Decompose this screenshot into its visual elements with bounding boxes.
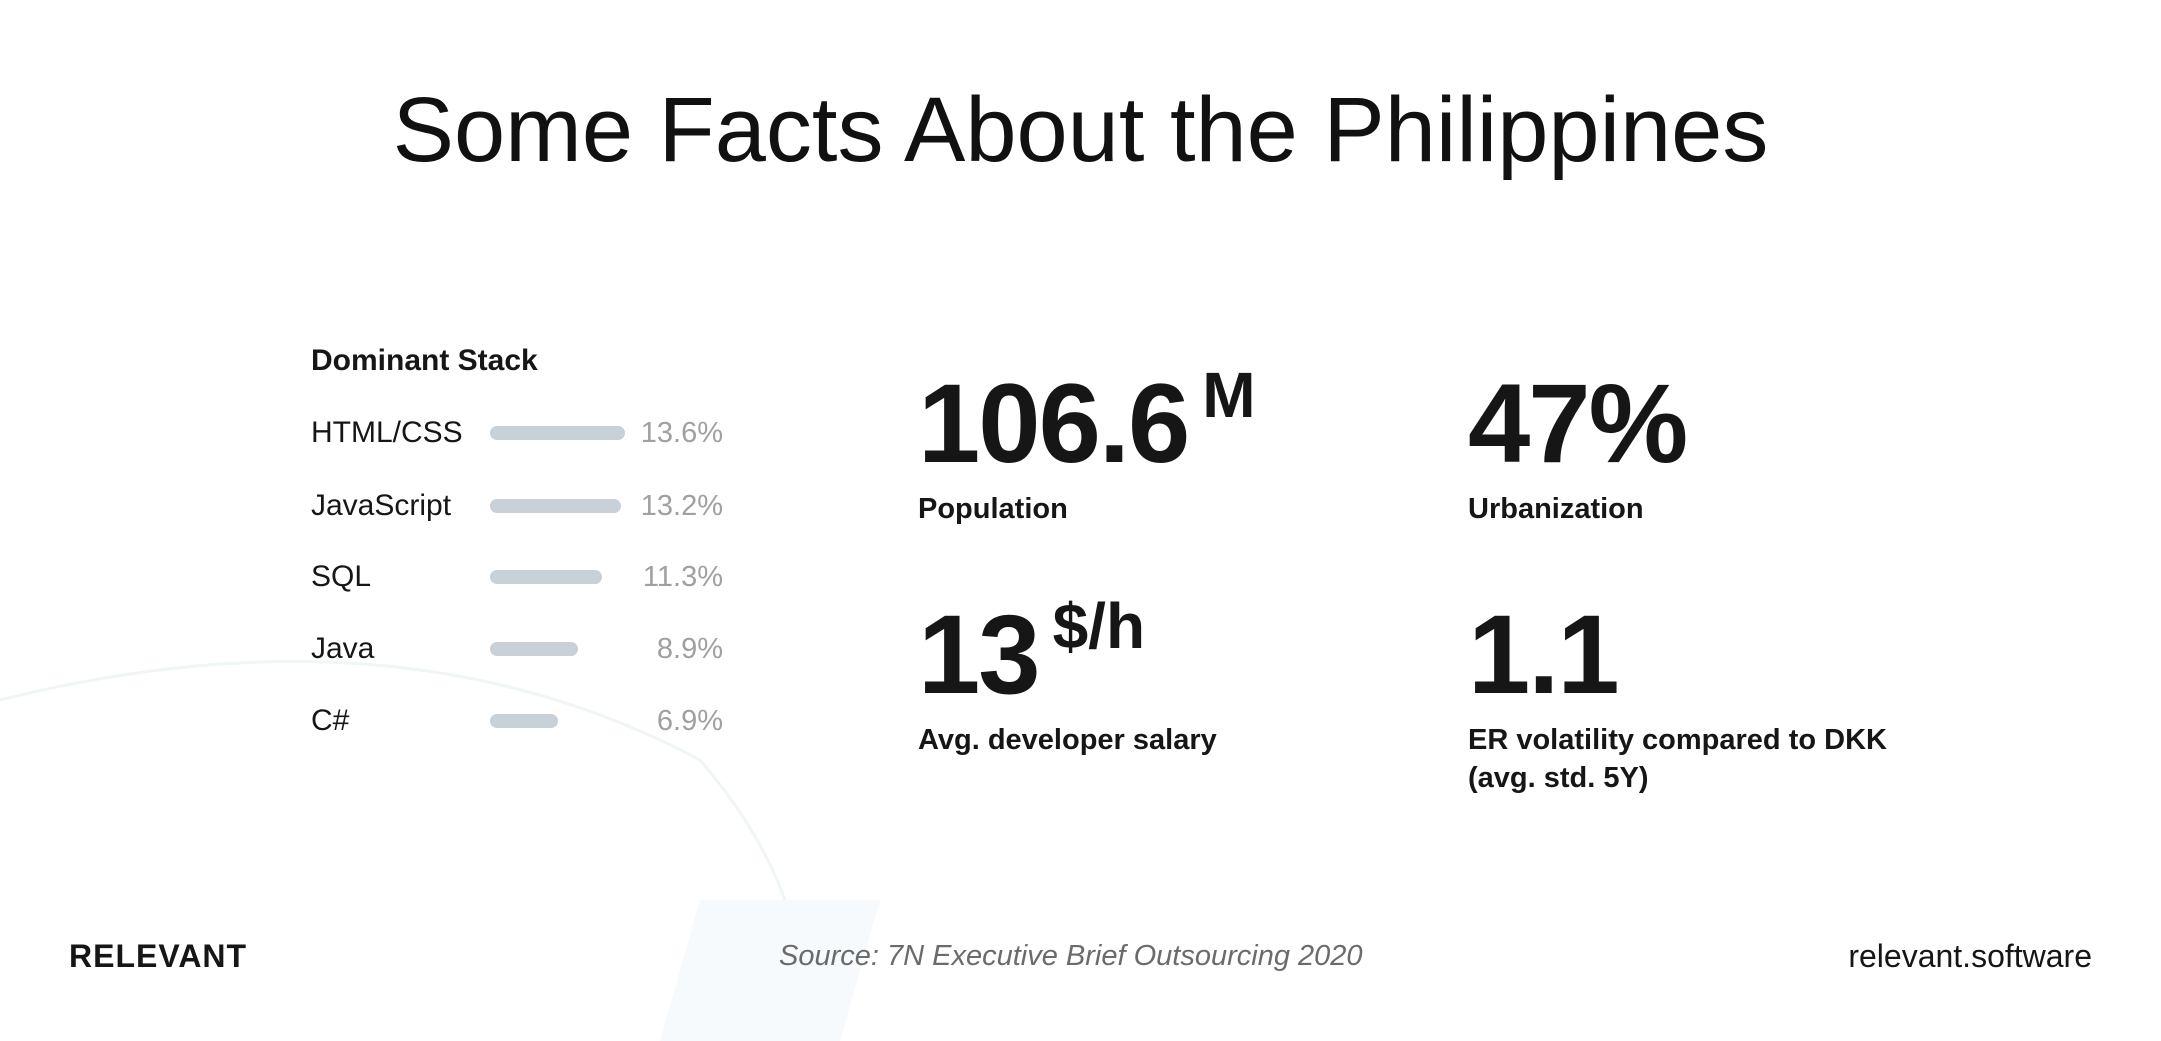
stack-bar-track: [490, 642, 625, 656]
stack-bar: [490, 642, 579, 656]
stat-value: 47%: [1468, 361, 1688, 486]
website-link[interactable]: relevant.software: [1848, 938, 2092, 974]
source-note: Source: 7N Executive Brief Outsourcing 2…: [779, 940, 1363, 972]
stack-percent: 8.9%: [656, 632, 723, 665]
stat-unit: $/h: [1052, 590, 1146, 662]
stack-label: JavaScript: [311, 489, 452, 522]
stat-unit: M: [1202, 359, 1256, 431]
stat-value: 106.6: [918, 361, 1190, 486]
stack-percent: 13.6%: [640, 416, 723, 449]
stack-label: Java: [311, 632, 375, 665]
stat-salary: 13 $/h Avg. developer salary: [918, 590, 1217, 759]
stack-bar: [490, 714, 559, 728]
stack-percent: 11.3%: [642, 560, 723, 593]
relevant-logo: RELEVANT: [69, 938, 248, 974]
stat-caption: ER volatility compared to DKK: [1468, 724, 1887, 756]
stat-caption: Avg. developer salary: [918, 724, 1217, 756]
stat-urbanization: 47% Urbanization: [1468, 368, 1688, 528]
stack-bar-track: [490, 570, 625, 584]
stack-percent: 13.2%: [640, 489, 723, 522]
stack-row: JavaScript 13.2%: [311, 486, 723, 526]
stack-bar-track: [490, 714, 625, 728]
stat-caption: Urbanization: [1468, 493, 1644, 525]
stack-label: C#: [311, 704, 350, 737]
stack-bar: [490, 426, 625, 440]
stack-bar-track: [490, 499, 625, 513]
stack-label: HTML/CSS: [311, 416, 463, 449]
stat-caption: Population: [918, 493, 1068, 525]
stack-bar: [490, 570, 603, 584]
stat-value: 1.1: [1468, 592, 1620, 717]
stack-row: C# 6.9%: [311, 701, 723, 741]
stack-row: Java 8.9%: [311, 629, 723, 669]
stack-percent: 6.9%: [656, 704, 723, 737]
stat-population: 106.6 M Population: [918, 359, 1256, 528]
stack-label: SQL: [311, 560, 372, 593]
stat-volatility: 1.1 ER volatility compared to DKK (avg. …: [1468, 599, 1887, 797]
stack-bar-track: [490, 426, 625, 440]
stat-caption-2: (avg. std. 5Y): [1468, 762, 1649, 794]
stack-heading: Dominant Stack: [311, 344, 538, 377]
stack-bar: [490, 499, 622, 513]
page-title: Some Facts About the Philippines: [392, 79, 1769, 181]
stack-row: SQL 11.3%: [311, 557, 723, 597]
stat-value: 13: [918, 592, 1041, 717]
stack-row: HTML/CSS 13.6%: [311, 413, 723, 453]
